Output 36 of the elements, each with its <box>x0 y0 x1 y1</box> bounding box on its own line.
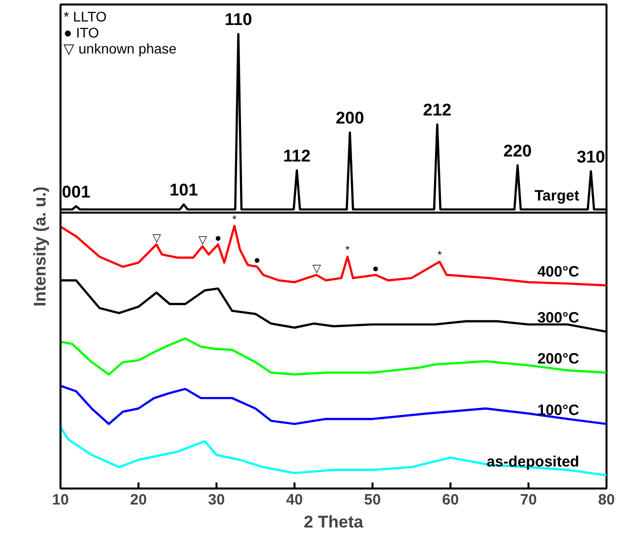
x-tick-label: 80 <box>598 492 615 508</box>
annotation: ● <box>254 254 260 267</box>
x-tick-label: 50 <box>364 492 381 508</box>
annotation: 200 <box>336 108 364 128</box>
annotation: ● ITO <box>64 24 100 40</box>
series-label: 300°C <box>537 310 580 327</box>
annotation: 112 <box>283 146 311 166</box>
annotation: 001 <box>62 182 90 202</box>
annotation: ▽ <box>152 232 162 244</box>
annotation: ● <box>372 262 379 275</box>
annotation: ▽ <box>198 234 208 246</box>
x-tick-label: 20 <box>130 492 147 508</box>
series-label: 200°C <box>537 350 580 368</box>
annotation: ▽ <box>312 262 322 275</box>
y-axis-title: Intensity (a. u.) <box>30 186 50 306</box>
x-tick-label: 30 <box>208 492 225 508</box>
annotation: * <box>232 214 238 226</box>
annotation: 310 <box>576 147 606 166</box>
annotation: 212 <box>423 100 452 120</box>
annotation: * <box>345 244 350 257</box>
annotation: 101 <box>170 180 198 200</box>
x-axis-title: 2 Theta <box>304 512 364 532</box>
annotation: ▽ unknown phase <box>64 40 177 56</box>
x-tick-label: 40 <box>286 492 303 508</box>
text: * LLTO <box>64 8 107 24</box>
annotation: ● <box>214 232 222 244</box>
annotation: 110 <box>224 10 252 30</box>
annotation: * <box>437 250 442 262</box>
x-tick-label: 70 <box>520 492 537 508</box>
series-label: Target <box>534 187 580 204</box>
x-tick-label: 60 <box>442 492 459 508</box>
series-label: 100°C <box>537 402 580 419</box>
series-label: 400°C <box>537 263 580 280</box>
annotation: 220 <box>503 141 532 160</box>
series-label: as-deposited <box>486 453 580 470</box>
x-tick-label: 10 <box>52 492 69 508</box>
